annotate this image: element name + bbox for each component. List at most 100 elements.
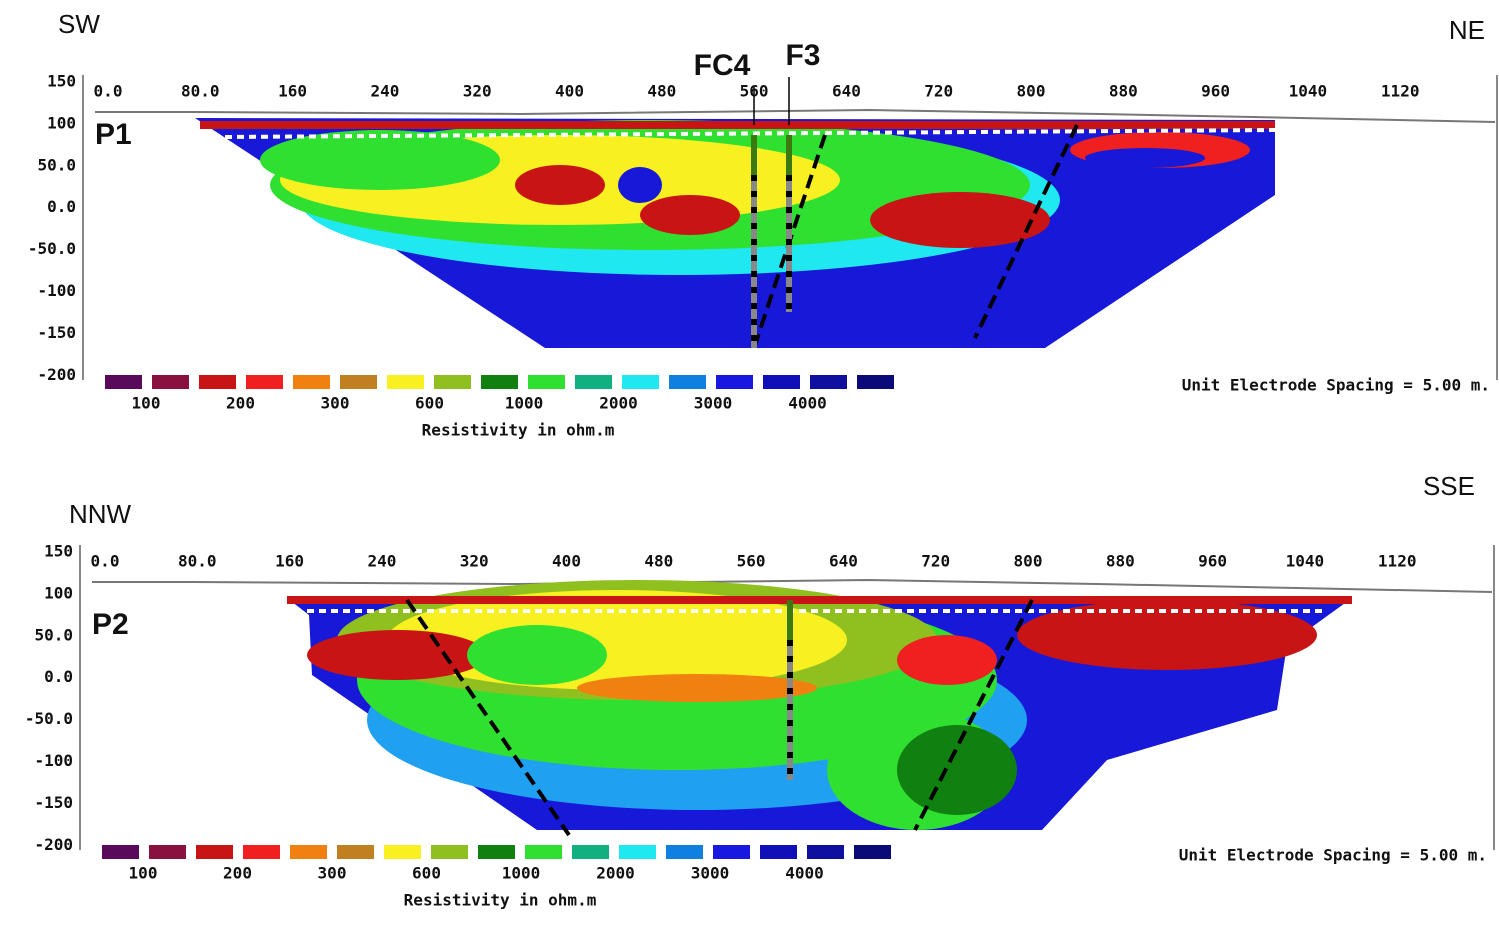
legend-swatch (572, 845, 609, 859)
electrode-spacing: Unit Electrode Spacing = 5.00 m. (1179, 846, 1487, 865)
legend-swatch (481, 375, 518, 389)
legend-swatch (713, 845, 750, 859)
y-axis-label: 100 (47, 113, 76, 132)
y-axis-label: -200 (34, 835, 73, 854)
y-axis-label: -100 (37, 281, 76, 300)
panel: SW NE FC4 F3 P1 0.0 80.0 160 240 320 400 480 560 640 7… (28, 9, 1498, 440)
legend-swatch (387, 375, 424, 389)
direction-right: NE (1449, 15, 1485, 45)
fault-line (973, 124, 1079, 339)
y-axis-label: -50.0 (25, 709, 73, 728)
x-axis-label: 160 (278, 82, 307, 101)
legend-swatch (290, 845, 327, 859)
profile-label: P1 (95, 118, 132, 151)
y-axis-label: 50.0 (37, 155, 76, 174)
legend-label: 300 (321, 394, 350, 413)
resistivity-zone (897, 725, 1017, 815)
y-axis-label: 100 (44, 583, 73, 602)
legend-swatch (149, 845, 186, 859)
x-axis-label: 800 (1014, 552, 1043, 571)
resistivity-zone (1017, 600, 1317, 670)
legend-swatch (102, 845, 139, 859)
legend-swatch (246, 375, 283, 389)
legend-label: 600 (412, 864, 441, 883)
legend-title: Resistivity in ohm.m (422, 421, 615, 440)
x-axis-label: 560 (740, 82, 769, 101)
y-axis-label: 150 (47, 72, 76, 91)
legend-swatch (763, 375, 800, 389)
electrode-spacing: Unit Electrode Spacing = 5.00 m. (1182, 376, 1490, 395)
y-axis-label: -150 (34, 793, 73, 812)
legend-swatch (199, 375, 236, 389)
legend-swatch (528, 375, 565, 389)
legend-label: 1000 (505, 394, 544, 413)
y-axis-label: 0.0 (44, 667, 73, 686)
legend-swatch (196, 845, 233, 859)
x-axis-label: 1120 (1378, 552, 1417, 571)
legend-label: 600 (415, 394, 444, 413)
x-axis-label: 880 (1109, 82, 1138, 101)
legend-swatch (340, 375, 377, 389)
x-axis-label: 560 (737, 552, 766, 571)
legend-swatch (152, 375, 189, 389)
legend-swatch (619, 845, 656, 859)
y-axis-label: 150 (44, 542, 73, 561)
resistivity-zone (577, 674, 817, 702)
legend-swatch (243, 845, 280, 859)
surface (92, 578, 1493, 593)
legend-swatch (293, 375, 330, 389)
x-axis-label: 880 (1106, 552, 1135, 571)
x-axis-label: 1040 (1286, 552, 1325, 571)
y-axis-label: -50.0 (28, 239, 76, 258)
x-axis-label: 640 (829, 552, 858, 571)
surface (95, 108, 1496, 123)
x-axis-label: 320 (460, 552, 489, 571)
legend-label: 3000 (694, 394, 733, 413)
legend-swatch (669, 375, 706, 389)
legend-swatch (525, 845, 562, 859)
fault-line (913, 599, 1034, 831)
borehole-label: F3 (785, 39, 820, 72)
x-axis-label: 320 (463, 82, 492, 101)
legend-swatch (716, 375, 753, 389)
x-axis-label: 960 (1198, 552, 1227, 571)
x-axis-label: 80.0 (181, 82, 220, 101)
direction-left: NNW (69, 499, 132, 529)
legend-title: Resistivity in ohm.m (404, 891, 597, 910)
x-axis-label: 480 (647, 82, 676, 101)
x-axis-label: 0.0 (94, 82, 123, 101)
resistivity-zone (467, 625, 607, 685)
legend-swatch (622, 375, 659, 389)
legend-label: 200 (226, 394, 255, 413)
legend-swatch (575, 375, 612, 389)
legend-swatch (337, 845, 374, 859)
legend-swatch (431, 845, 468, 859)
x-axis-label: 1040 (1289, 82, 1328, 101)
resistivity-zone (1085, 148, 1205, 168)
y-axis-label: -200 (37, 365, 76, 384)
x-axis-label: 0.0 (91, 552, 120, 571)
profile-label: P2 (92, 608, 129, 641)
legend-swatch (478, 845, 515, 859)
x-axis-label: 400 (552, 552, 581, 571)
legend-swatch (857, 375, 894, 389)
x-axis-label: 720 (924, 82, 953, 101)
resistivity-zone (307, 630, 487, 680)
legend-label: 2000 (596, 864, 635, 883)
legend-swatch (666, 845, 703, 859)
legend-swatch (105, 375, 142, 389)
x-axis-label: 80.0 (178, 552, 217, 571)
y-axis-label: 50.0 (34, 625, 73, 644)
legend-swatch (807, 845, 844, 859)
direction-left: SW (58, 9, 100, 39)
legend-swatch (760, 845, 797, 859)
legend-swatch (854, 845, 891, 859)
x-axis-label: 1120 (1381, 82, 1420, 101)
resistivity-zone (515, 165, 605, 205)
legend-label: 100 (132, 394, 161, 413)
legend-label: 3000 (691, 864, 730, 883)
legend-swatch (384, 845, 421, 859)
x-axis-label: 480 (644, 552, 673, 571)
x-axis-label: 400 (555, 82, 584, 101)
